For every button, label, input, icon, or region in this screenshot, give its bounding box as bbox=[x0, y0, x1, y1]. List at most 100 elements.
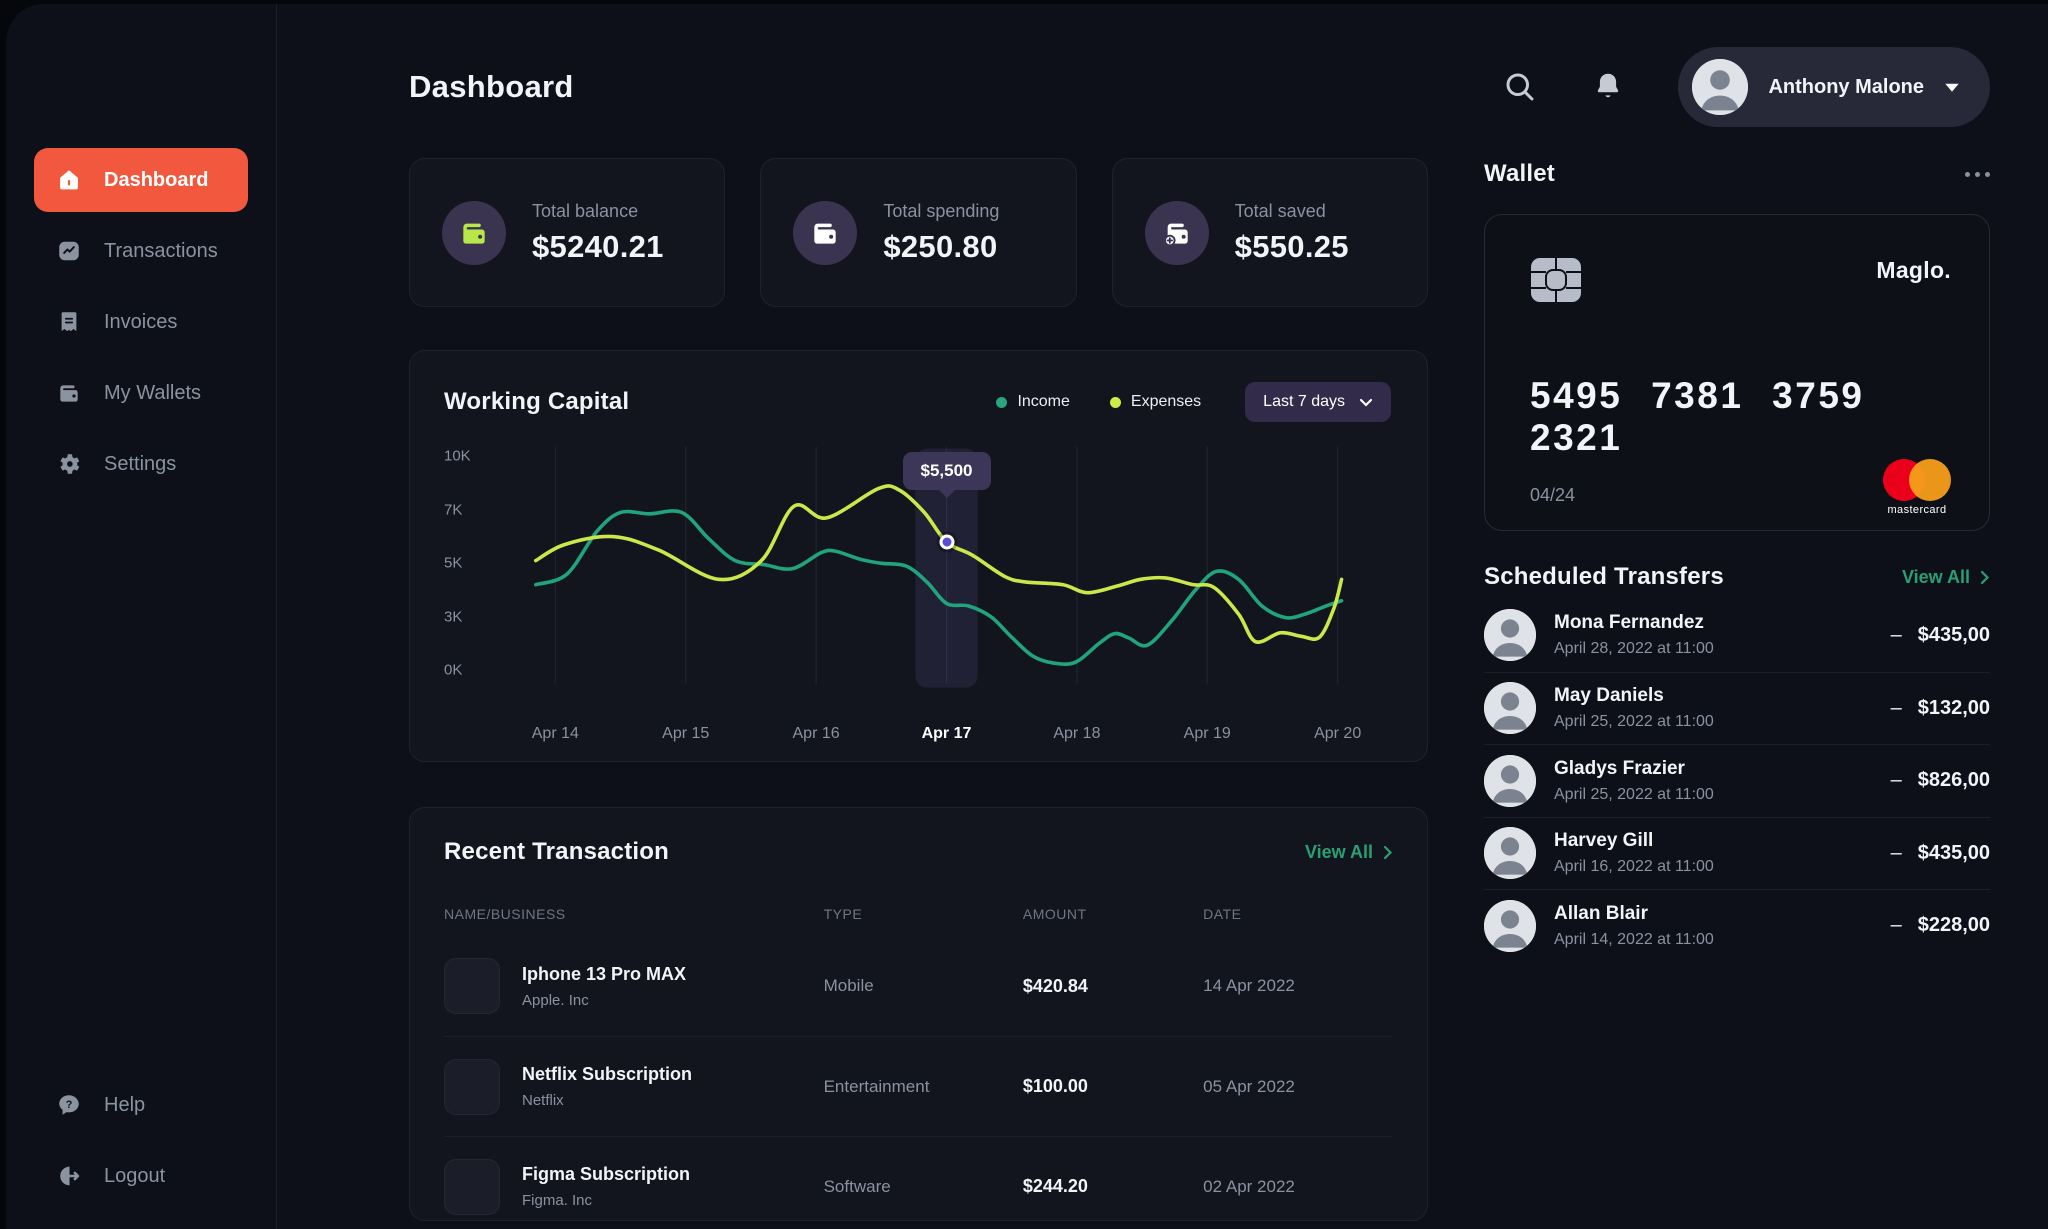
user-menu[interactable]: Anthony Malone bbox=[1678, 47, 1990, 127]
legend-item-expenses: Expenses bbox=[1109, 393, 1202, 411]
sidebar-item-invoices[interactable]: Invoices bbox=[34, 290, 248, 354]
list-item[interactable]: Harvey Gill April 16, 2022 at 11:00 – $4… bbox=[1484, 816, 1990, 890]
transaction-name: Iphone 13 Pro MAX bbox=[522, 963, 687, 984]
transaction-business: Apple. Inc bbox=[522, 991, 589, 1009]
date-range-value: Last 7 days bbox=[1263, 393, 1345, 410]
sidebar-item-dashboard[interactable]: Dashboard bbox=[34, 148, 248, 212]
chart-plot[interactable]: $5,500 bbox=[502, 437, 1391, 709]
credit-card-top: Maglo. bbox=[1530, 257, 1951, 303]
user-name: Anthony Malone bbox=[1768, 75, 1924, 98]
caret-down-icon bbox=[1944, 82, 1960, 93]
transaction-thumbnail bbox=[444, 1158, 500, 1215]
transactions-table: NAME/BUSINESS TYPE AMOUNT DATE Iphone 13 Pr… bbox=[444, 892, 1393, 1229]
transactions-table-body: Iphone 13 Pro MAX Apple. Inc Mobile $420… bbox=[444, 936, 1393, 1229]
sidebar-item-label: Help bbox=[104, 1093, 146, 1116]
transaction-thumbnail bbox=[444, 958, 500, 1014]
column-header-amount: AMOUNT bbox=[1022, 906, 1087, 922]
sidebar-item-my-wallets[interactable]: My Wallets bbox=[34, 361, 248, 425]
column-header-name-business: NAME/BUSINESS bbox=[444, 906, 566, 922]
invoices-icon bbox=[56, 309, 82, 335]
transaction-type: Software bbox=[823, 1176, 891, 1196]
sidebar-item-label: Dashboard bbox=[104, 168, 209, 191]
x-axis-tick: Apr 20 bbox=[1314, 725, 1362, 742]
legend-label: Income bbox=[1017, 393, 1070, 410]
date-range-select[interactable]: Last 7 days bbox=[1245, 382, 1391, 422]
list-item[interactable]: Allan Blair April 14, 2022 at 11:00 – $2… bbox=[1484, 889, 1990, 962]
chart-area: 10K 7K 5K 3K 0K $5,500 Apr 14 Apr 15 Apr 16 Apr… bbox=[444, 437, 1391, 755]
list-item[interactable]: May Daniels April 25, 2022 at 11:00 – $1… bbox=[1484, 671, 1990, 745]
svg-text:?: ? bbox=[66, 1099, 73, 1111]
avatar bbox=[1484, 899, 1536, 952]
topbar-actions: Anthony Malone bbox=[1502, 47, 1990, 127]
list-item[interactable]: Mona Fernandez April 28, 2022 at 11:00 –… bbox=[1484, 599, 1990, 672]
sidebar-item-logout[interactable]: Logout bbox=[34, 1144, 248, 1208]
credit-card[interactable]: Maglo. 5495 7381 3759 2321 04/24 masterc… bbox=[1484, 214, 1990, 531]
transaction-type: Mobile bbox=[823, 976, 874, 995]
transaction-name: Netflix Subscription bbox=[522, 1064, 693, 1084]
transaction-name: Figma Subscription bbox=[522, 1164, 691, 1184]
sidebar-item-transactions[interactable]: Transactions bbox=[34, 219, 248, 283]
scheduled-transfers-title: Scheduled Transfers bbox=[1484, 563, 1724, 590]
list-item[interactable]: Gladys Frazier April 25, 2022 at 11:00 –… bbox=[1484, 744, 1990, 817]
transaction-date: 14 Apr 2022 bbox=[1203, 976, 1295, 995]
transactions-view-all-link[interactable]: View All bbox=[1305, 842, 1393, 863]
sidebar-item-help[interactable]: ? Help bbox=[34, 1073, 248, 1137]
x-axis-tick: Apr 14 bbox=[531, 725, 579, 742]
topbar: Dashboard Anthony Malone bbox=[409, 44, 1990, 130]
table-row[interactable]: Figma Subscription Figma. Inc Software $… bbox=[444, 1136, 1393, 1229]
avatar bbox=[1484, 754, 1536, 807]
sidebar-item-label: Settings bbox=[104, 452, 177, 475]
table-row[interactable]: Netflix Subscription Netflix Entertainme… bbox=[444, 1036, 1393, 1136]
transfer-amount: – $435,00 bbox=[1891, 624, 1990, 647]
transactions-icon bbox=[56, 238, 82, 264]
legend-dot bbox=[1109, 396, 1121, 408]
sidebar-item-settings[interactable]: Settings bbox=[34, 432, 248, 496]
transfer-amount: – $435,00 bbox=[1891, 842, 1990, 865]
table-row[interactable]: Iphone 13 Pro MAX Apple. Inc Mobile $420… bbox=[444, 936, 1393, 1036]
wallet-title: Wallet bbox=[1484, 160, 1555, 187]
view-all-label: View All bbox=[1304, 841, 1373, 862]
y-axis-tick: 3K bbox=[444, 608, 463, 626]
search-icon[interactable] bbox=[1502, 69, 1538, 105]
avatar bbox=[1484, 827, 1536, 880]
working-capital-header: Working Capital Income Expenses Last 7 d… bbox=[444, 379, 1391, 425]
minus-sign: – bbox=[1890, 696, 1902, 719]
transaction-thumbnail bbox=[444, 1058, 500, 1115]
stat-label: Total balance bbox=[532, 200, 639, 221]
amount-value: $435,00 bbox=[1917, 841, 1990, 864]
sidebar-item-label: My Wallets bbox=[104, 381, 202, 404]
card-number: 5495 7381 3759 2321 bbox=[1530, 375, 1865, 458]
stat-card-total-spending: Total spending $250.80 bbox=[760, 158, 1077, 307]
x-axis-tick: Apr 17 bbox=[921, 725, 972, 742]
y-axis-tick: 7K bbox=[444, 501, 463, 519]
mastercard-label: mastercard bbox=[1887, 504, 1947, 516]
transfer-date: April 14, 2022 at 11:00 bbox=[1554, 930, 1714, 948]
working-capital-title: Working Capital bbox=[444, 388, 630, 415]
chart-marker-dot bbox=[939, 534, 954, 550]
wallet-menu-icon[interactable] bbox=[1965, 171, 1990, 177]
transaction-amount: $244.20 bbox=[1022, 1176, 1088, 1196]
mastercard-logo-icon: mastercard bbox=[1883, 459, 1951, 516]
x-axis-tick: Apr 16 bbox=[792, 725, 840, 742]
sidebar-item-label: Invoices bbox=[104, 310, 178, 333]
transfer-date: April 25, 2022 at 11:00 bbox=[1554, 713, 1714, 731]
transfer-date: April 16, 2022 at 11:00 bbox=[1554, 858, 1714, 876]
transfers-view-all-link[interactable]: View All bbox=[1902, 567, 1990, 588]
page-title: Dashboard bbox=[409, 69, 574, 104]
home-icon bbox=[56, 167, 82, 193]
column-header-date: DATE bbox=[1203, 906, 1242, 922]
user-avatar bbox=[1692, 59, 1749, 115]
sidebar: Dashboard Transactions Invoices My Walle… bbox=[6, 4, 277, 1229]
stat-value: $5240.21 bbox=[532, 228, 664, 264]
chart-x-axis: Apr 14 Apr 15 Apr 16 Apr 17 Apr 18 Apr 19 Apr … bbox=[502, 713, 1391, 755]
column-header-type: TYPE bbox=[823, 906, 863, 922]
card-expiry: 04/24 bbox=[1530, 485, 1576, 505]
settings-icon bbox=[56, 451, 82, 477]
transfer-name: Gladys Frazier bbox=[1554, 757, 1685, 779]
chevron-right-icon bbox=[1980, 570, 1990, 585]
transaction-name-cell: Netflix Subscription Netflix bbox=[444, 1058, 824, 1115]
right-panel: Wallet Maglo. 5495 7381 3759 2321 bbox=[1484, 130, 1990, 1221]
legend-item-income: Income bbox=[996, 393, 1070, 411]
notifications-bell-icon[interactable] bbox=[1590, 69, 1626, 105]
legend-label: Expenses bbox=[1130, 393, 1202, 410]
